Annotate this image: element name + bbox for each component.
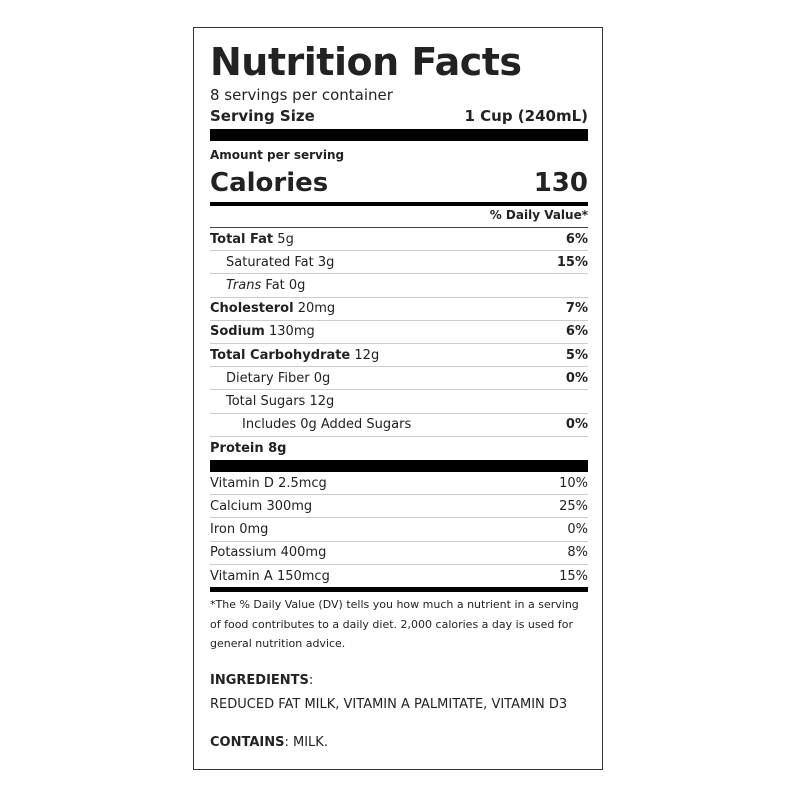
vitamin-row: Vitamin A 150mcg 15% [210,565,588,588]
nutrient-amount: 3g [317,254,335,270]
serving-size-value: 1 Cup (240mL) [464,107,588,125]
nutrient-daily-value: 0% [565,370,588,386]
nutrient-amount: 12g [354,347,380,363]
contains-row: CONTAINS: MILK. [210,735,328,750]
nutrient-name: Saturated Fat 3g [226,254,335,270]
vitamin-row: Vitamin D 2.5mcg 10% [210,472,588,496]
vitamin-daily-value: 15% [559,568,588,584]
contains-text: MILK. [293,735,328,750]
nutrient-name: Total Carbohydrate 12g [210,347,380,363]
nutrient-daily-value: 6% [565,324,588,340]
nutrient-name: Protein 8g [210,440,287,456]
nutrient-row: Protein 8g [210,437,588,460]
vitamin-row: Calcium 300mg 25% [210,495,588,519]
nutrient-name: Includes 0g Added Sugars [242,417,412,433]
nutrient-row: Total Sugars 12g [210,390,588,414]
medium-divider [210,587,588,592]
nutrient-daily-value: 7% [565,301,588,317]
thick-divider [210,460,588,472]
nutrient-row: Total Carbohydrate 12g 5% [210,344,588,368]
nutrient-name: Cholesterol 20mg [210,301,336,317]
vitamin-name: Calcium 300mg [210,498,313,514]
nutrient-daily-value: 5% [565,347,588,363]
nutrient-row: Trans Fat 0g [210,274,588,298]
contains-label: CONTAINS [210,735,285,750]
vitamin-daily-value: 10% [559,475,588,491]
vitamin-name: Vitamin D 2.5mcg [210,475,327,491]
nutrient-name: Trans Fat 0g [226,277,306,293]
nutrient-name: Total Fat 5g [210,231,294,247]
nutrient-row: Saturated Fat 3g 15% [210,251,588,275]
amount-per-serving: Amount per serving [210,148,345,162]
nutrient-name: Sodium 130mg [210,324,315,340]
nutrient-name: Dietary Fiber 0g [226,370,331,386]
nutrient-amount: 20mg [297,301,336,317]
nutrient-row: Sodium 130mg 6% [210,321,588,344]
nutrient-row: Total Fat 5g 6% [210,228,588,252]
nutrient-daily-value: 0% [565,417,588,433]
footnote: *The % Daily Value (DV) tells you how mu… [210,598,579,650]
servings-per-container: 8 servings per container [210,86,393,104]
nutrient-daily-value: 6% [565,231,588,247]
vitamin-daily-value: 8% [567,545,588,561]
vitamin-name: Vitamin A 150mcg [210,568,330,584]
nutrition-label: Nutrition Facts 8 servings per container… [193,27,603,770]
nutrient-name: Total Sugars 12g [226,393,335,409]
vitamin-row: Iron 0mg 0% [210,518,588,542]
nutrient-daily-value: 15% [556,254,588,270]
vitamin-list: Vitamin D 2.5mcg 10% Calcium 300mg 25% Iron … [210,472,588,588]
nutrient-amount: 130mg [269,324,315,340]
calories-value: 130 [533,168,588,198]
thick-divider [210,129,588,141]
serving-size-label: Serving Size [210,107,315,125]
nutrient-row: Cholesterol 20mg 7% [210,298,588,321]
vitamin-row: Potassium 400mg 8% [210,542,588,565]
ingredients-label: INGREDIENTS [210,673,309,688]
label-title: Nutrition Facts [210,40,522,84]
calories-label: Calories [210,168,329,198]
nutrient-amount: 0g [313,370,331,386]
calories-row: Calories 130 [210,168,588,198]
vitamin-daily-value: 0% [567,521,588,537]
medium-divider [210,202,588,206]
vitamin-name: Iron 0mg [210,521,269,537]
divider [210,227,588,228]
nutrient-row: Includes 0g Added Sugars 0% [210,414,588,437]
nutrient-amount: 5g [277,231,294,247]
vitamin-daily-value: 25% [559,498,588,514]
ingredients-text: REDUCED FAT MILK, VITAMIN A PALMITATE, V… [210,697,568,712]
daily-value-header: % Daily Value* [489,208,588,222]
vitamin-name: Potassium 400mg [210,545,327,561]
nutrient-row: Dietary Fiber 0g 0% [210,367,588,391]
ingredients-heading: INGREDIENTS: [210,673,314,688]
nutrient-amount: 0g [288,277,306,293]
serving-size-row: Serving Size 1 Cup (240mL) [210,107,588,125]
nutrient-list: Total Fat 5g 6% Saturated Fat 3g 15% Trans F… [210,228,588,460]
nutrient-amount: 12g [309,393,335,409]
